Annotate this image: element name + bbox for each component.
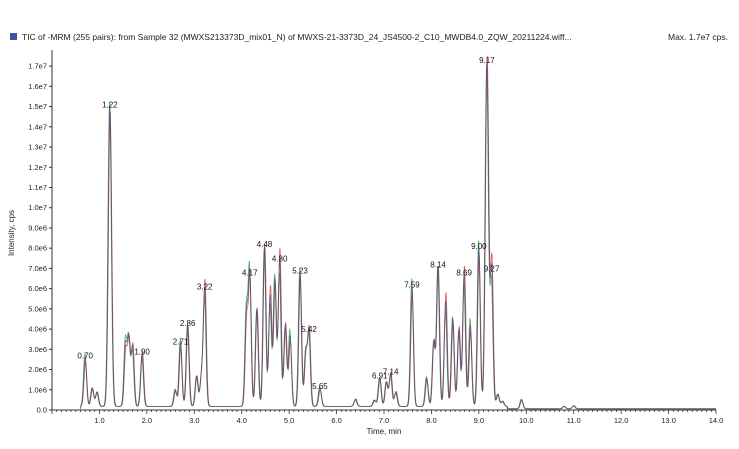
x-tick: 6.0 <box>331 416 341 425</box>
x-tick: 2.0 <box>142 416 152 425</box>
y-tick: 1.0e7 <box>28 203 52 212</box>
x-tick-label: 14.0 <box>709 416 724 425</box>
y-tick: 6.0e6 <box>28 284 52 293</box>
peak-label: 7.59 <box>404 281 420 290</box>
y-tick: 7.0e6 <box>28 264 52 273</box>
y-tick-label: 1.7e7 <box>28 62 47 71</box>
y-tick: 5.0e6 <box>28 304 52 313</box>
y-tick: 0.0 <box>37 406 52 415</box>
x-tick: 13.0 <box>661 416 676 425</box>
x-tick-label: 5.0 <box>284 416 294 425</box>
x-tick-label: 4.0 <box>236 416 246 425</box>
peak-label: 8.69 <box>456 269 472 278</box>
y-tick-label: 1.0e7 <box>28 203 47 212</box>
trace-tertiary <box>80 67 716 410</box>
x-tick: 4.0 <box>236 416 246 425</box>
peak-label: 4.48 <box>257 240 273 249</box>
x-tick-label: 2.0 <box>142 416 152 425</box>
x-tick-label: 7.0 <box>379 416 389 425</box>
y-tick-label: 1.1e7 <box>28 183 47 192</box>
y-tick: 9.0e6 <box>28 223 52 232</box>
y-tick-label: 9.0e6 <box>28 223 47 232</box>
y-tick-label: 8.0e6 <box>28 244 47 253</box>
peak-label: 5.65 <box>312 382 328 391</box>
chart-title: TIC of -MRM (255 pairs): from Sample 32 … <box>22 32 572 42</box>
y-tick: 1.2e7 <box>28 163 52 172</box>
peak-label: 6.91 <box>372 372 388 381</box>
y-tick-label: 5.0e6 <box>28 304 47 313</box>
x-tick: 12.0 <box>614 416 629 425</box>
x-tick: 3.0 <box>189 416 199 425</box>
y-tick-label: 7.0e6 <box>28 264 47 273</box>
y-axis-label: Intensity, cps <box>7 210 16 256</box>
x-axis-label: Time, min <box>367 427 402 436</box>
y-tick-label: 1.2e7 <box>28 163 47 172</box>
x-tick: 5.0 <box>284 416 294 425</box>
x-tick-label: 6.0 <box>331 416 341 425</box>
x-tick-label: 9.0 <box>474 416 484 425</box>
x-tick-label: 11.0 <box>567 416 581 425</box>
x-tick-label: 12.0 <box>614 416 629 425</box>
x-tick: 8.0 <box>426 416 436 425</box>
x-tick: 9.0 <box>474 416 484 425</box>
peak-label-group: 0.70 1.22 1.90 2.71 2.86 3.22 4.17 4.48 4.80 5.23… <box>77 56 500 391</box>
trace-secondary <box>80 56 716 410</box>
y-tick: 3.0e6 <box>28 345 52 354</box>
y-tick-label: 1.5e7 <box>28 102 47 111</box>
trace-primary <box>80 62 716 410</box>
peak-label: 2.86 <box>180 319 196 328</box>
trace-group <box>80 56 716 410</box>
y-tick-label: 1.6e7 <box>28 82 47 91</box>
x-tick-label: 1.0 <box>94 416 104 425</box>
x-tick-label: 13.0 <box>661 416 676 425</box>
y-tick: 4.0e6 <box>28 325 52 334</box>
peak-label: 5.23 <box>292 266 308 275</box>
y-tick: 8.0e6 <box>28 244 52 253</box>
peak-label: 9.27 <box>484 264 500 273</box>
y-tick-label: 6.0e6 <box>28 284 47 293</box>
x-tick-label: 10.0 <box>519 416 534 425</box>
peak-label: 2.71 <box>173 337 189 346</box>
y-tick-label: 3.0e6 <box>28 345 47 354</box>
x-tick: 7.0 <box>379 416 389 425</box>
y-tick: 1.7e7 <box>28 62 52 71</box>
y-tick: 1.4e7 <box>28 122 52 131</box>
x-tick-label: 8.0 <box>426 416 436 425</box>
y-tick: 1.0e6 <box>28 385 52 394</box>
x-tick: 11.0 <box>567 416 581 425</box>
peak-label: 5.42 <box>301 325 317 334</box>
series-marker-icon <box>10 33 17 40</box>
y-tick-label: 1.4e7 <box>28 122 47 131</box>
peak-label: 1.90 <box>134 347 150 356</box>
y-tick: 2.0e6 <box>28 365 52 374</box>
peak-label: 3.22 <box>197 283 213 292</box>
peak-label: 4.17 <box>242 269 258 278</box>
peak-label: 1.22 <box>102 101 118 110</box>
peak-label: 9.17 <box>479 56 495 65</box>
chart-header: TIC of -MRM (255 pairs): from Sample 32 … <box>6 30 732 44</box>
y-tick-label: 1.0e6 <box>28 385 47 394</box>
y-tick-label: 4.0e6 <box>28 325 47 334</box>
y-tick: 1.3e7 <box>28 143 52 152</box>
peak-label: 8.14 <box>430 260 446 269</box>
x-tick-label: 3.0 <box>189 416 199 425</box>
y-tick-label: 1.3e7 <box>28 143 47 152</box>
x-tick: 14.0 <box>709 416 724 425</box>
y-tick-label: 0.0 <box>37 406 47 415</box>
y-tick-label: 2.0e6 <box>28 365 47 374</box>
peak-label: 7.14 <box>383 368 399 377</box>
max-intensity-label: Max. 1.7e7 cps. <box>667 32 728 42</box>
x-tick: 1.0 <box>94 416 104 425</box>
y-tick: 1.6e7 <box>28 82 52 91</box>
axes-group: 0.0 1.0e6 2.0e6 3.0e6 4.0e6 5.0e6 6.0e6 7.0e6 8.… <box>28 50 723 425</box>
peak-label: 0.70 <box>77 351 93 360</box>
y-tick: 1.5e7 <box>28 102 52 111</box>
x-tick: 10.0 <box>519 416 534 425</box>
peak-label: 4.80 <box>272 254 288 263</box>
y-tick: 1.1e7 <box>28 183 52 192</box>
peak-label: 9.00 <box>471 242 487 251</box>
